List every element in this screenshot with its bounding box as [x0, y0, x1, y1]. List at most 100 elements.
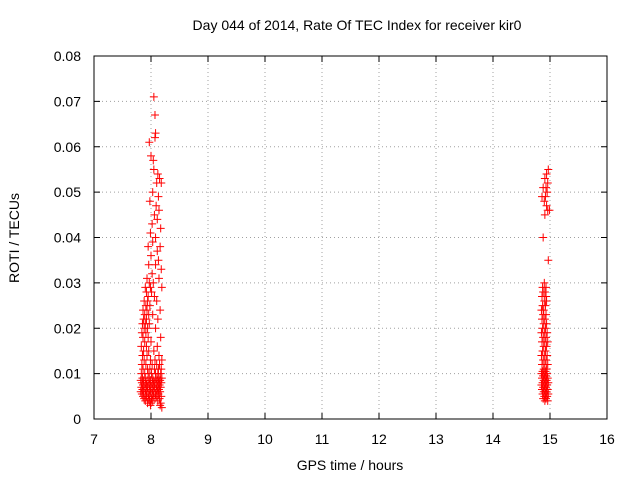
data-point	[542, 183, 551, 192]
data-point	[146, 228, 155, 237]
data-point	[156, 242, 165, 251]
data-point	[154, 274, 163, 283]
x-tick-label: 10	[257, 431, 273, 447]
data-point	[543, 360, 552, 369]
data-point	[156, 401, 165, 410]
data-point	[145, 197, 154, 206]
data-point	[153, 315, 162, 324]
data-point	[154, 256, 163, 265]
y-axis-label: ROTI / TECUs	[6, 193, 22, 283]
data-point	[145, 319, 154, 328]
y-tick-label: 0.05	[54, 184, 81, 200]
data-point	[540, 197, 549, 206]
data-points	[136, 92, 554, 412]
x-tick-label: 13	[428, 431, 444, 447]
data-point	[156, 224, 165, 233]
data-point	[150, 356, 159, 365]
data-point	[543, 351, 552, 360]
grid	[94, 56, 607, 419]
data-point	[542, 356, 551, 365]
data-point	[157, 356, 166, 365]
data-point	[542, 201, 551, 210]
data-point	[157, 179, 166, 188]
data-point	[144, 260, 153, 269]
data-point	[541, 301, 550, 310]
data-point	[146, 401, 155, 410]
y-tick-label: 0.04	[54, 230, 81, 246]
data-point	[542, 342, 551, 351]
x-tick-label: 12	[371, 431, 387, 447]
data-point	[148, 310, 157, 319]
y-tick-label: 0.01	[54, 366, 81, 382]
plot-frame	[93, 55, 608, 420]
data-point	[147, 287, 156, 296]
data-point	[542, 333, 551, 342]
data-point	[543, 179, 552, 188]
x-tick-label: 7	[90, 431, 98, 447]
data-point	[154, 351, 163, 360]
data-point	[151, 233, 160, 242]
data-point	[157, 365, 166, 374]
data-point	[150, 133, 159, 142]
data-point	[154, 192, 163, 201]
data-point	[157, 283, 166, 292]
data-point	[149, 156, 158, 165]
data-point	[541, 324, 550, 333]
x-tick-label: 8	[147, 431, 155, 447]
data-point	[539, 319, 548, 328]
y-tick-label: 0.08	[54, 48, 81, 64]
data-point	[149, 278, 158, 287]
data-point	[540, 174, 549, 183]
data-point	[541, 192, 550, 201]
data-point	[543, 188, 552, 197]
y-tick-label: 0	[73, 411, 81, 427]
data-point	[156, 369, 165, 378]
data-point	[538, 315, 547, 324]
data-point	[543, 337, 552, 346]
data-point	[144, 242, 153, 251]
data-point	[147, 251, 155, 260]
data-point	[148, 188, 157, 197]
data-point	[153, 342, 162, 351]
data-point	[539, 233, 548, 242]
data-point	[154, 206, 163, 215]
data-point	[143, 351, 152, 360]
data-point	[539, 310, 548, 319]
data-point	[544, 256, 553, 265]
data-point	[538, 292, 547, 301]
data-point	[544, 165, 553, 174]
data-point	[147, 151, 155, 160]
data-point	[543, 396, 552, 405]
data-point	[539, 287, 548, 296]
data-point	[153, 169, 162, 178]
data-point	[143, 297, 152, 306]
data-point	[150, 110, 159, 119]
chart-title: Day 044 of 2014, Rate Of TEC Index for r…	[193, 17, 522, 33]
data-point	[148, 219, 157, 228]
data-point	[142, 315, 151, 324]
x-tick-label: 16	[599, 431, 615, 447]
data-point	[150, 292, 159, 301]
data-point	[537, 306, 546, 315]
x-tick-label: 11	[315, 431, 330, 447]
data-point	[157, 265, 166, 274]
data-point	[540, 278, 549, 287]
data-point	[155, 174, 164, 183]
y-tick-label: 0.06	[54, 139, 81, 155]
data-point	[151, 324, 160, 333]
data-point	[155, 360, 164, 369]
data-point	[540, 210, 549, 219]
x-tick-label: 15	[542, 431, 558, 447]
data-point	[141, 328, 150, 337]
data-point	[151, 129, 160, 138]
data-point	[157, 403, 166, 412]
data-point	[152, 201, 161, 210]
y-tick-labels: 0 0.01 0.02 0.03 0.04 0.05 0.06 0.07 0.08	[54, 48, 81, 427]
data-point	[149, 165, 158, 174]
data-point	[142, 342, 151, 351]
data-point	[147, 337, 155, 346]
data-point	[148, 269, 157, 278]
data-point	[146, 283, 155, 292]
data-point	[143, 306, 152, 315]
data-point	[153, 247, 162, 256]
